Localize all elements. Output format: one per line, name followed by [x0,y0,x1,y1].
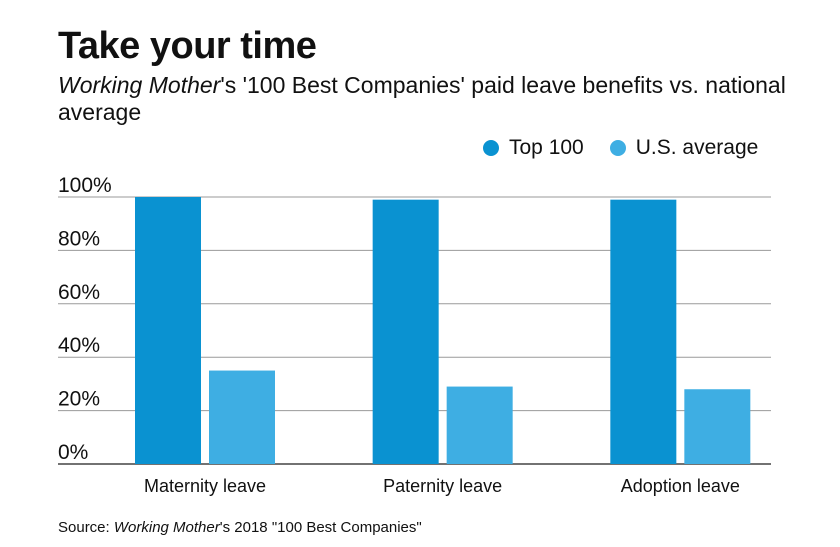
source-publication: Working Mother [113,519,220,536]
subtitle-text: 's '100 Best Companies' paid leave benef… [58,72,786,125]
bar-us-average-1 [446,386,513,464]
legend-item-top-100: Top 100 [483,136,584,160]
legend-label-us-average: U.S. average [635,136,759,159]
chart-title: Take your time [58,25,317,67]
bar-us-average-0 [209,370,275,464]
y-tick-label: 60% [58,281,100,304]
y-tick-label: 20% [58,388,100,411]
legend-item-us-average: U.S. average [609,136,759,160]
legend-label-top-100: Top 100 [509,136,584,159]
x-category-label: Adoption leave [621,476,740,496]
y-tick-label: 0% [58,441,88,464]
x-category-label: Paternity leave [383,476,502,496]
source-text: 's 2018 "100 Best Companies" [219,519,422,536]
subtitle-publication: Working Mother [58,72,221,98]
y-tick-label: 40% [58,334,100,357]
chart-legend: Top 100 U.S. average [483,136,758,160]
legend-swatch-us-average [609,140,626,156]
y-tick-label: 100% [58,174,112,197]
bar-top-100-1 [372,199,439,465]
chart-subtitle: Working Mother's '100 Best Companies' pa… [58,72,798,126]
source-prefix: Source: [58,519,114,536]
bar-us-average-2 [684,389,751,464]
legend-swatch-top-100 [483,140,499,156]
x-category-label: Maternity leave [144,476,266,496]
y-tick-label: 80% [58,227,100,250]
source-note: Source: Working Mother's 2018 "100 Best … [58,519,422,536]
bar-top-100-2 [610,199,677,465]
bar-top-100-0 [135,197,201,464]
